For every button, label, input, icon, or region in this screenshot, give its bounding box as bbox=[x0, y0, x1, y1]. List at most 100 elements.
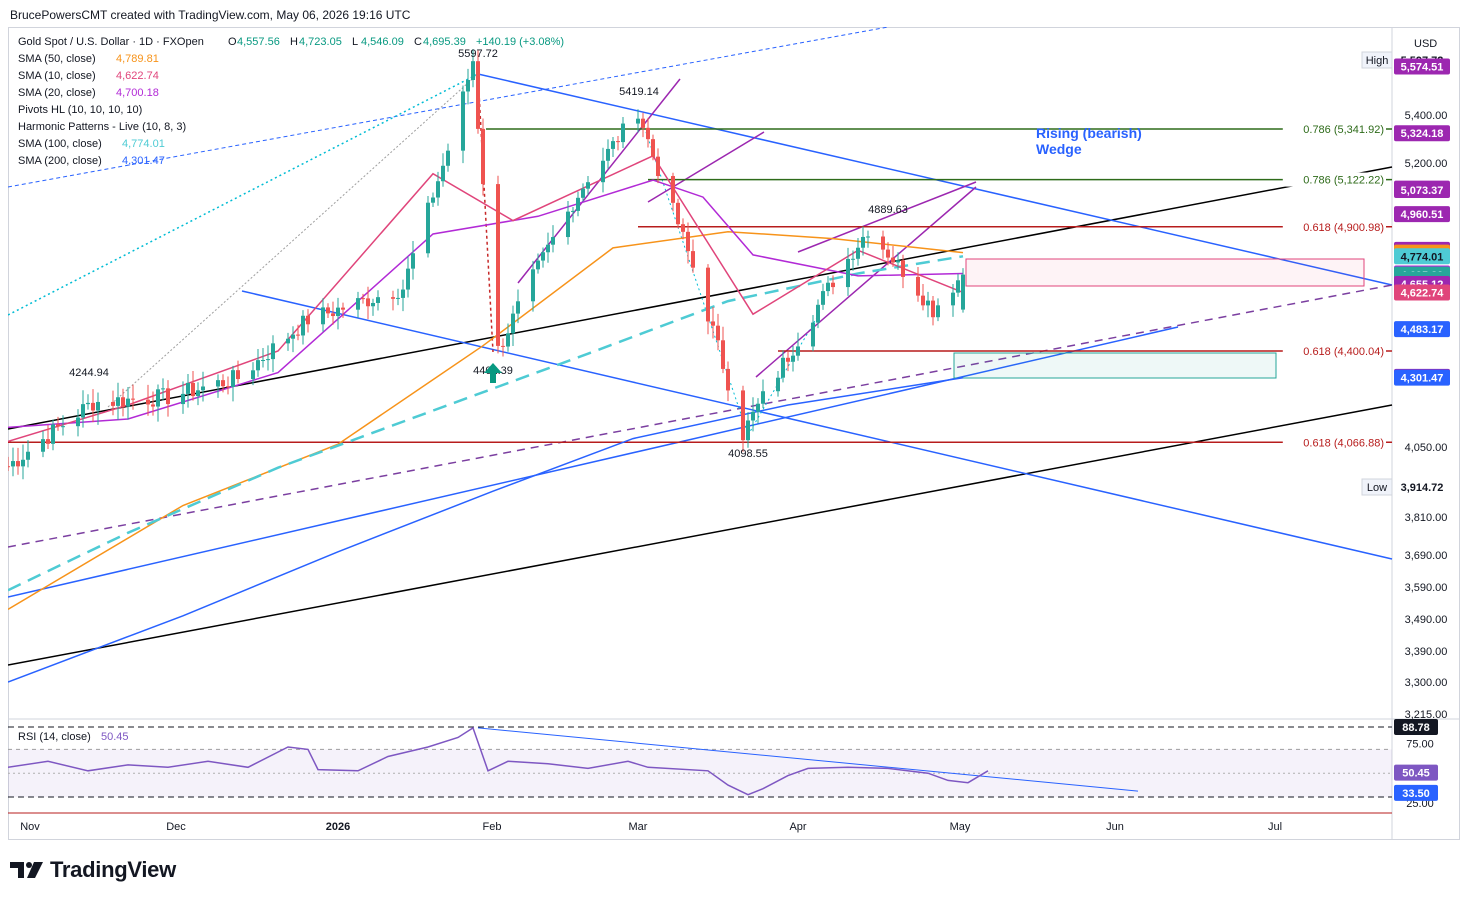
candle-body bbox=[266, 359, 270, 361]
harmonic-cyan-leg[interactable] bbox=[645, 131, 749, 436]
time-label: Dec bbox=[166, 821, 186, 833]
candle-body bbox=[831, 282, 835, 288]
candle-body bbox=[576, 197, 580, 211]
candle-body bbox=[96, 401, 100, 411]
rsi-tag bbox=[1394, 764, 1438, 781]
candle-body bbox=[411, 253, 415, 269]
candle-body bbox=[511, 313, 515, 334]
candle-body bbox=[326, 307, 330, 314]
price-tag-text: 4,774.01 bbox=[1401, 251, 1444, 263]
harmonic-red-drop[interactable] bbox=[477, 73, 494, 353]
trendline-black-lower[interactable] bbox=[7, 404, 1393, 666]
support-zone[interactable] bbox=[953, 352, 1277, 379]
candle-body bbox=[936, 305, 940, 318]
candle-body bbox=[671, 176, 675, 203]
candle-body bbox=[601, 160, 605, 183]
candle-body bbox=[781, 357, 785, 378]
candle-body bbox=[301, 315, 305, 336]
wedge-purple-line[interactable] bbox=[797, 181, 977, 253]
fib-label-bg bbox=[1282, 343, 1386, 358]
candle-body bbox=[846, 258, 850, 288]
harmonic-grey-dotted[interactable] bbox=[107, 73, 479, 408]
candle-body bbox=[431, 197, 435, 203]
sma-200-line bbox=[7, 376, 964, 683]
candle-body bbox=[371, 302, 375, 307]
indicator-value: 4,789.81 bbox=[116, 53, 159, 65]
indicator-name[interactable]: SMA (100, close) bbox=[18, 138, 102, 150]
indicator-name[interactable]: SMA (50, close) bbox=[18, 53, 96, 65]
candle-body bbox=[721, 340, 725, 369]
candle-body bbox=[466, 79, 470, 92]
indicator-name[interactable]: Pivots HL (10, 10, 10, 10) bbox=[18, 104, 142, 116]
time-label: Feb bbox=[483, 821, 502, 833]
candle-body bbox=[476, 61, 480, 129]
candle-body bbox=[46, 439, 50, 444]
rsi-tag bbox=[1394, 719, 1438, 735]
currency-label[interactable]: USD bbox=[1414, 38, 1437, 50]
trendline-blue-channel-lower[interactable] bbox=[241, 290, 1393, 560]
trendline-blue-dashed[interactable] bbox=[7, 26, 889, 188]
candle-body bbox=[606, 148, 610, 161]
price-tag-text: 5,073.37 bbox=[1401, 185, 1444, 197]
time-label: Apr bbox=[789, 821, 806, 833]
fib-level-label: 0.618 (4,900.98) bbox=[1303, 222, 1384, 234]
indicator-value: 4,301.47 bbox=[122, 155, 165, 167]
moving-averages-layer bbox=[7, 154, 964, 683]
candle-body bbox=[391, 297, 395, 299]
candle-body bbox=[76, 417, 80, 427]
candle-body bbox=[646, 127, 650, 140]
wedge-purple-line[interactable] bbox=[755, 186, 977, 378]
symbol-label[interactable]: Gold Spot / U.S. Dollar · 1D · FXOpen bbox=[18, 36, 204, 48]
candle-body bbox=[181, 393, 185, 405]
time-label: Nov bbox=[20, 821, 40, 833]
price-tag-text: 5,574.51 bbox=[1401, 61, 1444, 73]
resistance-zone[interactable] bbox=[965, 258, 1365, 287]
time-label: 2026 bbox=[326, 821, 350, 833]
indicator-name[interactable]: Harmonic Patterns - Live (10, 8, 3) bbox=[18, 121, 186, 133]
fib-labels: 0.786 (5,341.92) 0.786 (5,122.22) 0.618 (4… bbox=[1282, 121, 1386, 450]
trendline-purple-dashed[interactable] bbox=[7, 284, 1393, 548]
price-tick: 5,200.00 bbox=[1405, 158, 1448, 170]
candle-body bbox=[886, 249, 890, 258]
price-tag-text: 4,622.74 bbox=[1401, 287, 1445, 299]
wedge-purple-line[interactable] bbox=[647, 131, 765, 203]
trendline-blue-support[interactable] bbox=[7, 326, 1179, 598]
trendline-black-upper[interactable] bbox=[7, 166, 1393, 430]
candle-body bbox=[726, 368, 730, 391]
candle-body bbox=[111, 401, 115, 406]
indicator-name[interactable]: SMA (200, close) bbox=[18, 155, 102, 167]
candle-body bbox=[851, 258, 855, 260]
rsi-value: 50.45 bbox=[101, 731, 129, 743]
indicator-name[interactable]: SMA (10, close) bbox=[18, 70, 96, 82]
candle-body bbox=[776, 377, 780, 392]
price-tag-text: 4,960.51 bbox=[1401, 209, 1444, 221]
candle-body bbox=[891, 257, 895, 263]
candle-body bbox=[816, 304, 820, 323]
indicator-value: 4,700.18 bbox=[116, 87, 159, 99]
candle-body bbox=[711, 321, 715, 326]
candle-body bbox=[201, 386, 205, 391]
price-tag bbox=[1394, 248, 1450, 265]
candle-body bbox=[471, 61, 475, 80]
rsi-label[interactable]: RSI (14, close) bbox=[18, 731, 91, 743]
ohlc-value: 4,546.09 bbox=[361, 36, 404, 48]
rsi-line bbox=[7, 726, 989, 796]
candle-body bbox=[361, 298, 365, 300]
chart-frame[interactable]: 5597.72 5419.14 4889.63 4098.55 4402.39 … bbox=[6, 26, 1460, 840]
tradingview-logo[interactable]: TradingView bbox=[10, 857, 176, 883]
harmonic-dotted-line[interactable] bbox=[7, 73, 479, 316]
ohlc-label: C bbox=[414, 36, 422, 48]
fib-label-bg bbox=[1282, 121, 1386, 136]
candle-body bbox=[581, 188, 585, 198]
candle-body bbox=[531, 269, 535, 302]
candle-body bbox=[931, 300, 935, 318]
candle-body bbox=[546, 244, 550, 253]
rsi-trendline[interactable] bbox=[477, 727, 1139, 792]
candle-body bbox=[656, 156, 660, 177]
candle-body bbox=[226, 386, 230, 388]
price-tag bbox=[1394, 206, 1450, 223]
candle-body bbox=[236, 370, 240, 380]
candle-body bbox=[916, 276, 920, 296]
price-chart[interactable]: 5597.72 5419.14 4889.63 4098.55 4402.39 … bbox=[6, 26, 1460, 840]
indicator-name[interactable]: SMA (20, close) bbox=[18, 87, 96, 99]
